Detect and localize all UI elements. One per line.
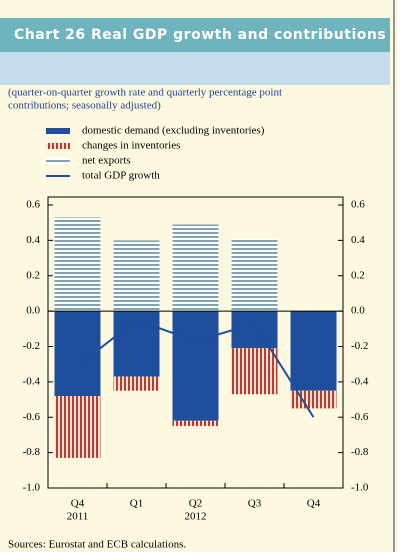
chart-title: Chart 26 Real GDP growth and contributio…	[14, 27, 386, 43]
y-tick-label: -0.2	[23, 340, 40, 352]
y-tick-label: -0.4	[23, 375, 41, 387]
x-group-label: 2012	[185, 511, 207, 523]
legend-label: net exports	[82, 155, 131, 167]
subtitle-band	[0, 52, 390, 85]
bar	[231, 238, 278, 312]
bar	[54, 217, 101, 312]
y2-tick-label: -0.2	[351, 340, 368, 352]
title-band	[0, 18, 390, 52]
legend-swatch	[46, 158, 70, 164]
y-tick-label: 0.0	[26, 305, 40, 317]
legend-label: domestic demand (excluding inventories)	[82, 125, 265, 137]
subtitle: contributions; seasonally adjusted)	[8, 100, 161, 112]
x-tick-label: Q4	[71, 498, 85, 510]
legend-swatch	[46, 143, 70, 149]
source: Sources: Eurostat and ECB calculations.	[8, 539, 186, 551]
plot-frame	[47, 196, 344, 489]
x-tick-label: Q3	[248, 498, 262, 510]
y2-tick-label: -0.4	[351, 375, 369, 387]
bar	[54, 396, 101, 458]
legend-label: changes in inventories	[82, 140, 180, 152]
y-tick-label: 0.4	[26, 234, 40, 246]
y-tick-label: 0.6	[26, 199, 40, 211]
y-tick-label: -0.6	[23, 411, 41, 423]
x-group-label: 2011	[67, 511, 89, 523]
y-tick-label: -1.0	[23, 482, 41, 494]
bar	[113, 376, 160, 391]
legend-label: total GDP growth	[82, 170, 160, 182]
y-tick-label: -0.8	[23, 446, 41, 458]
bar	[290, 311, 337, 391]
y2-tick-label: 0.2	[351, 269, 365, 281]
x-tick-label: Q4	[307, 498, 321, 510]
y-tick-label: 0.2	[26, 269, 40, 281]
bar	[172, 420, 219, 427]
x-tick-label: Q2	[189, 498, 202, 510]
bar	[290, 390, 337, 409]
y2-tick-label: 0.4	[351, 234, 365, 246]
line	[76, 318, 315, 418]
bar	[172, 224, 219, 312]
y2-tick-label: -0.6	[351, 411, 369, 423]
bar	[113, 240, 160, 312]
x-tick-label: Q1	[130, 498, 143, 510]
bar	[231, 348, 278, 395]
bar	[172, 311, 219, 421]
y2-tick-label: -0.8	[351, 446, 369, 458]
subtitle: (quarter-on-quarter growth rate and quar…	[8, 87, 282, 99]
bar	[113, 311, 160, 377]
legend-swatch	[46, 128, 70, 134]
y2-tick-label: 0.0	[351, 305, 365, 317]
bar	[231, 311, 278, 349]
y2-tick-label: -1.0	[351, 482, 369, 494]
y2-tick-label: 0.6	[351, 199, 365, 211]
